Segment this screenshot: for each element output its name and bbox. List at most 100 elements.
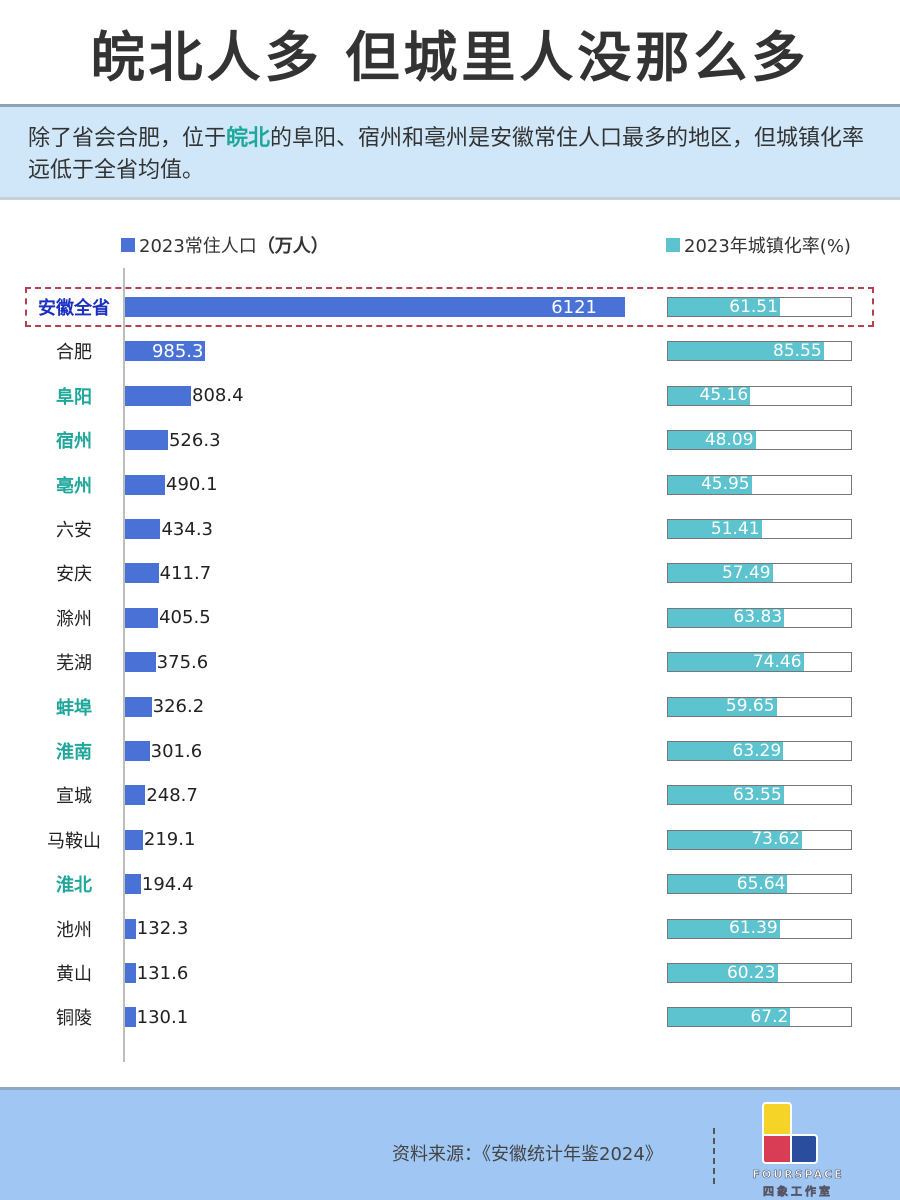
urbanization-value: 65.64 (736, 874, 786, 894)
urbanization-bar-track: 45.16 (667, 385, 852, 406)
urbanization-value: 59.65 (725, 696, 775, 717)
legend-swatch-population (121, 238, 135, 252)
chart-row: 淮北 194.4 65.64 (0, 866, 900, 902)
urbanization-bar-fill (668, 342, 824, 361)
row-label: 阜阳 (56, 386, 92, 408)
row-label: 铜陵 (56, 1008, 92, 1030)
footer-divider (713, 1128, 715, 1184)
subtitle-highlight: 皖北 (226, 126, 271, 151)
page-title: 皖北人多 但城里人没那么多 (0, 0, 900, 104)
population-value: 326.2 (152, 696, 205, 718)
population-bar (125, 963, 136, 983)
urbanization-value: 73.62 (751, 829, 800, 850)
urbanization-bar-fill (668, 653, 804, 672)
legend-population-label: 2023常住人口 (139, 236, 257, 257)
legend-swatch-urbanization (666, 238, 680, 252)
population-value: 490.1 (166, 474, 218, 496)
logo-puzzle-yellow-icon (762, 1102, 792, 1138)
chart-row: 亳州 490.1 45.95 (0, 467, 900, 503)
population-bar (125, 563, 159, 584)
urbanization-bar-track: 51.41 (667, 519, 852, 539)
urbanization-bar-track: 45.95 (667, 474, 852, 495)
urbanization-value: 61.51 (729, 297, 778, 317)
urbanization-bar-fill (668, 475, 752, 494)
population-bar (125, 785, 146, 806)
row-label: 宿州 (56, 431, 92, 453)
urbanization-bar-fill (668, 386, 751, 405)
y-axis-line (123, 268, 125, 1062)
population-bar (125, 607, 159, 628)
row-label: 黄山 (56, 964, 92, 985)
population-value: 405.5 (159, 607, 211, 629)
urbanization-bar-fill (668, 298, 780, 316)
population-value: 6121 (551, 296, 597, 318)
urbanization-value: 61.39 (729, 918, 778, 939)
population-value: 411.7 (159, 562, 212, 584)
chart-row: 铜陵 130.1 67.2 (0, 999, 900, 1035)
population-value: 375.6 (156, 651, 209, 673)
population-value: 130.1 (136, 1006, 189, 1028)
row-label: 安庆 (56, 564, 92, 586)
population-value: 434.3 (161, 518, 213, 540)
chart-area: 2023常住人口 （万人） 2023年城镇化率(%) 安徽全省 6121 61.51… (0, 200, 900, 1087)
urbanization-bar-fill (668, 830, 802, 849)
logo-text-cn: 四象工作室 (763, 1185, 833, 1199)
chart-row: 安徽全省 6121 61.51 (0, 289, 900, 325)
urbanization-bar-track: 63.29 (667, 741, 852, 761)
row-label: 淮南 (56, 742, 92, 763)
urbanization-bar-track: 65.64 (667, 874, 852, 895)
urbanization-bar-track: 67.2 (667, 1007, 852, 1028)
urbanization-bar-fill (668, 786, 784, 805)
urbanization-bar-fill (668, 608, 785, 627)
population-bar (125, 652, 156, 673)
urbanization-bar-track: 63.83 (667, 607, 852, 628)
chart-row: 阜阳 808.4 45.16 (0, 378, 900, 414)
urbanization-bar-fill (668, 919, 780, 938)
row-label: 蚌埠 (56, 697, 92, 719)
foursspace-logo: FOURSPACE 四象工作室 (744, 1098, 852, 1198)
urbanization-bar-track: 61.51 (667, 297, 852, 317)
population-bar (125, 341, 206, 362)
population-value: 131.6 (136, 962, 189, 984)
urbanization-bar-fill (668, 1008, 791, 1027)
row-label: 滁州 (56, 608, 92, 630)
legend-population-unit: （万人） (256, 236, 329, 257)
urbanization-bar-fill (668, 697, 777, 716)
urbanization-bar-fill (668, 875, 788, 894)
urbanization-value: 51.41 (710, 519, 760, 539)
population-value: 219.1 (143, 829, 196, 851)
population-bar (125, 297, 625, 317)
population-bar (125, 1007, 136, 1028)
province-highlight-box (25, 287, 874, 327)
chart-row: 马鞍山 219.1 73.62 (0, 822, 900, 858)
population-bar (125, 430, 168, 451)
chart-row: 滁州 405.5 63.83 (0, 600, 900, 636)
row-label: 合肥 (56, 342, 92, 364)
chart-row: 黄山 131.6 60.23 (0, 955, 900, 991)
population-bar (125, 829, 143, 850)
subtitle-band: 除了省会合肥，位于皖北的阜阳、宿州和亳州是安徽常住人口最多的地区，但城镇化率远低… (0, 104, 900, 200)
urbanization-bar-track: 48.09 (667, 430, 852, 451)
population-value: 248.7 (146, 784, 198, 806)
subtitle-text-rest: 的阜阳、宿州和亳州是安徽常住人口最多的地区，但城镇化率远低于全省均值。 (28, 126, 865, 183)
urbanization-value: 85.55 (773, 341, 822, 361)
population-value: 985.3 (151, 340, 204, 362)
urbanization-bar-track: 59.65 (667, 696, 852, 717)
urbanization-bar-track: 57.49 (667, 563, 852, 584)
logo-puzzle-blue-icon (790, 1134, 818, 1164)
urbanization-value: 74.46 (752, 652, 802, 672)
urbanization-bar-track: 73.62 (667, 829, 852, 850)
population-bar (125, 696, 152, 717)
population-bar (125, 474, 166, 495)
population-bar (125, 874, 141, 895)
urbanization-value: 63.29 (732, 741, 782, 761)
population-value: 808.4 (192, 385, 244, 407)
row-label: 安徽全省 (38, 298, 110, 319)
population-value: 301.6 (150, 740, 203, 762)
row-label: 亳州 (56, 475, 92, 497)
chart-row: 安庆 411.7 57.49 (0, 555, 900, 591)
population-bar (125, 519, 161, 539)
subtitle-text: 除了省会合肥，位于 (28, 126, 227, 151)
chart-row: 六安 434.3 51.41 (0, 511, 900, 547)
legend-urbanization: 2023年城镇化率(%) (666, 232, 851, 258)
